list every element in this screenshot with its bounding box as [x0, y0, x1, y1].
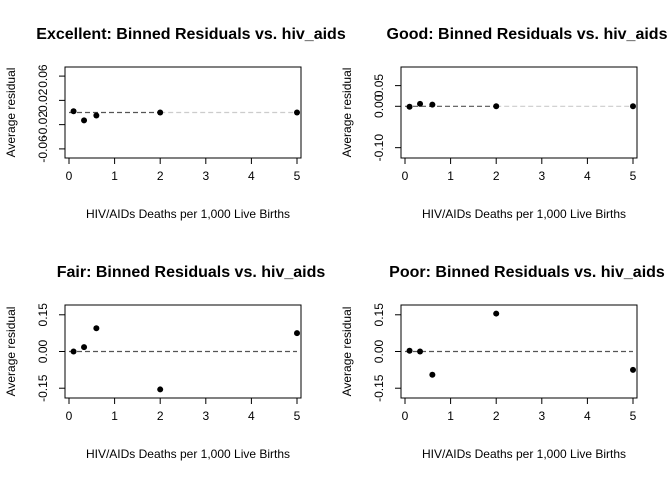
- x-tick-label: 2: [157, 409, 164, 423]
- x-tick-label: 0: [402, 169, 409, 183]
- x-tick-label: 1: [447, 409, 454, 423]
- x-tick-label: 4: [584, 409, 591, 423]
- chart-title: Excellent: Binned Residuals vs. hiv_aids: [36, 26, 346, 43]
- y-tick-label: -0.15: [372, 374, 386, 402]
- data-point: [630, 103, 636, 110]
- y-axis-label: Average residual: [4, 307, 18, 397]
- chart-panel: Excellent: Binned Residuals vs. hiv_aids…: [4, 26, 346, 221]
- data-point: [70, 348, 77, 355]
- data-point: [294, 109, 300, 116]
- data-point: [157, 109, 164, 116]
- data-point: [417, 100, 424, 107]
- x-tick-label: 3: [202, 409, 209, 423]
- x-tick-label: 4: [584, 169, 591, 183]
- plot-frame: [64, 66, 302, 159]
- y-tick-label: 0.06: [36, 64, 50, 88]
- plot-frame: [400, 66, 638, 159]
- y-tick-label: 0.00: [372, 94, 386, 118]
- chart-title: Good: Binned Residuals vs. hiv_aids: [387, 26, 668, 43]
- y-axis-label: Average residual: [4, 68, 18, 158]
- data-point: [406, 347, 413, 354]
- x-axis-label: HIV/AIDs Deaths per 1,000 Live Births: [422, 207, 626, 221]
- data-point: [157, 386, 164, 393]
- data-point: [70, 108, 77, 115]
- x-tick-label: 1: [447, 169, 454, 183]
- y-tick-label: -0.10: [372, 134, 386, 162]
- x-tick-label: 3: [538, 169, 545, 183]
- chart-panel: Poor: Binned Residuals vs. hiv_aids 0 1 2 3 4…: [340, 264, 665, 461]
- x-axis-label: HIV/AIDs Deaths per 1,000 Live Births: [422, 447, 626, 461]
- y-tick-label: 0.15: [372, 303, 386, 327]
- y-tick-label: 0.02: [36, 88, 50, 112]
- x-tick-label: 1: [111, 169, 118, 183]
- x-tick-label: 5: [294, 409, 301, 423]
- x-tick-label: 2: [493, 409, 500, 423]
- y-tick-label: -0.02: [36, 111, 50, 139]
- x-tick-label: 5: [294, 169, 301, 183]
- x-tick-label: 4: [248, 409, 255, 423]
- y-tick-label: 0.00: [372, 339, 386, 363]
- data-point: [406, 103, 413, 110]
- data-point: [493, 103, 500, 110]
- data-point: [294, 330, 300, 337]
- chart-panel: Good: Binned Residuals vs. hiv_aids 0 1 2 3 4…: [340, 26, 668, 221]
- y-tick-label: -0.06: [36, 135, 50, 163]
- x-tick-label: 4: [248, 169, 255, 183]
- x-tick-label: 3: [538, 409, 545, 423]
- data-point: [93, 325, 100, 332]
- data-point: [493, 310, 500, 317]
- x-tick-label: 0: [66, 169, 73, 183]
- x-tick-label: 2: [157, 169, 164, 183]
- x-tick-label: 3: [202, 169, 209, 183]
- x-tick-label: 1: [111, 409, 118, 423]
- data-point: [81, 344, 88, 351]
- x-tick-label: 5: [630, 169, 637, 183]
- y-axis-label: Average residual: [340, 68, 354, 158]
- data-point: [81, 117, 88, 124]
- data-point: [417, 348, 424, 355]
- x-tick-label: 5: [630, 409, 637, 423]
- x-tick-label: 0: [66, 409, 73, 423]
- data-point: [93, 112, 100, 119]
- x-axis-label: HIV/AIDs Deaths per 1,000 Live Births: [86, 207, 290, 221]
- x-tick-label: 0: [402, 409, 409, 423]
- chart-title: Poor: Binned Residuals vs. hiv_aids: [389, 264, 665, 281]
- y-tick-label: 0.05: [372, 74, 386, 98]
- data-point: [429, 371, 436, 378]
- x-tick-label: 2: [493, 169, 500, 183]
- y-tick-label: 0.15: [36, 303, 50, 327]
- chart-panel: Fair: Binned Residuals vs. hiv_aids 0 1 2 3 4…: [4, 264, 325, 461]
- data-point: [429, 101, 436, 108]
- data-point: [630, 366, 636, 373]
- y-tick-label: -0.15: [36, 374, 50, 402]
- y-tick-label: 0.00: [36, 339, 50, 363]
- x-axis-label: HIV/AIDs Deaths per 1,000 Live Births: [86, 447, 290, 461]
- y-axis-label: Average residual: [340, 307, 354, 397]
- chart-title: Fair: Binned Residuals vs. hiv_aids: [57, 264, 326, 281]
